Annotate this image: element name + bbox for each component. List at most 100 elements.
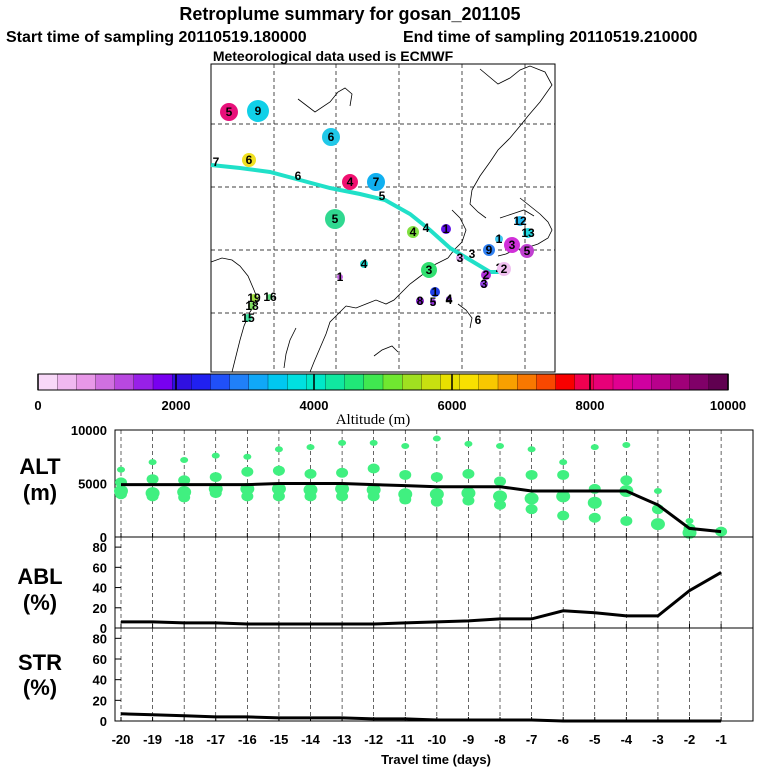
cluster-marker-label: 19 [247, 291, 261, 305]
cluster-marker [342, 174, 358, 190]
altitude-cluster-point [590, 444, 599, 451]
altitude-cluster-point [241, 466, 254, 477]
panel-frame [114, 627, 754, 722]
cluster-marker [446, 296, 452, 302]
cluster-marker-label: 4 [446, 293, 453, 307]
panel-frame [114, 536, 754, 629]
altitude-cluster-point [556, 490, 571, 503]
cluster-marker [497, 262, 511, 276]
colorbar-cell [708, 373, 729, 391]
colorbar-cell [248, 373, 269, 391]
track-day-label: 6 [295, 169, 302, 183]
colorbar-tick-label: 2000 [162, 398, 191, 413]
cluster-marker [504, 237, 520, 253]
altitude-cluster-point [399, 469, 412, 480]
altitude-cluster-point [336, 467, 349, 478]
cluster-marker [430, 299, 436, 305]
y-tick-label: 20 [93, 693, 107, 708]
x-tick-label: -7 [526, 732, 538, 747]
altitude-cluster-point [274, 446, 283, 453]
panel-label: STR [18, 650, 62, 675]
cluster-marker [267, 294, 273, 300]
altitude-cluster-point [271, 482, 286, 495]
start-time-label: Start time of sampling 20110519.180000 [6, 29, 307, 46]
colorbar-label: Altitude (m) [336, 412, 411, 428]
y-tick-label: 5000 [78, 477, 107, 492]
altitude-cluster-point [401, 443, 410, 450]
colorbar-cell [152, 373, 173, 391]
colorbar-cell [133, 373, 154, 391]
altitude-cluster-point [461, 487, 476, 500]
altitude-cluster-point [241, 491, 254, 502]
colorbar-cell [421, 373, 442, 391]
cluster-marker [250, 294, 258, 302]
colorbar-cell [459, 373, 480, 391]
x-axis-label: Travel time (days) [381, 752, 491, 767]
cluster-marker [483, 244, 495, 256]
altitude-cluster-point [715, 526, 728, 537]
colorbar-cell [325, 373, 346, 391]
altitude-cluster-point [304, 491, 317, 502]
altitude-cluster-point [525, 504, 538, 515]
altitude-cluster-point [685, 517, 694, 524]
colorbar-cell [306, 373, 327, 391]
x-tick-label: -5 [589, 732, 601, 747]
x-tick-label: -6 [557, 732, 569, 747]
colorbar-cell [229, 373, 250, 391]
altitude-cluster-point [369, 439, 378, 446]
altitude-cluster-point [432, 435, 441, 442]
x-tick-label: -1 [715, 732, 727, 747]
altitude-cluster-point [620, 515, 633, 526]
y-tick-label: 20 [93, 601, 107, 616]
altitude-cluster-point [430, 472, 443, 483]
cluster-marker-label: 4 [446, 292, 453, 306]
str-fraction-line [120, 712, 722, 723]
altitude-cluster-point [494, 476, 507, 487]
colorbar-cells [37, 373, 729, 391]
plume-track-line [210, 163, 500, 274]
cluster-marker-label: 4 [361, 257, 368, 271]
colorbar-tick-label: 4000 [300, 398, 329, 413]
cluster-marker-label: 2 [501, 262, 508, 276]
cluster-marker [242, 153, 256, 167]
x-tick-label: -4 [621, 732, 633, 747]
x-tick-label: -10 [427, 732, 446, 747]
altitude-cluster-point [336, 491, 349, 502]
cluster-marker-label: 5 [430, 295, 437, 309]
y-tick-label: 0 [100, 621, 107, 636]
panel-unit-label: (m) [23, 480, 57, 505]
colorbar-cell [76, 373, 97, 391]
cluster-marker [520, 244, 534, 258]
colorbar-cell [593, 373, 614, 391]
altitude-cluster-point [430, 496, 443, 507]
colorbar-cell [517, 373, 537, 391]
y-tick-label: 80 [93, 540, 107, 555]
x-tick-label: -16 [238, 732, 257, 747]
altitude-cluster-point [178, 492, 191, 503]
colorbar-cell [191, 373, 212, 391]
cluster-marker-label: 5 [226, 105, 233, 119]
cluster-marker-label: 5 [524, 244, 531, 258]
cluster-marker-label: 12 [513, 214, 527, 228]
cluster-marker [421, 262, 437, 278]
cluster-marker-label: 5 [332, 212, 339, 226]
colorbar-cell [95, 373, 116, 391]
cluster-marker-label: 3 [426, 263, 433, 277]
x-tick-label: -18 [175, 732, 194, 747]
cluster-marker-label: 1 [337, 270, 344, 284]
altitude-cluster-point [367, 491, 380, 502]
y-tick-label: 10000 [71, 423, 107, 438]
cluster-marker-label: 8 [417, 294, 424, 308]
altitude-cluster-point [243, 453, 252, 460]
altitude-cluster-point [209, 488, 222, 499]
colorbar-cell [440, 373, 461, 391]
panel-abl: ABL(%) 80 60 40 20 0 [17, 536, 754, 636]
cluster-marker [325, 209, 345, 229]
cluster-marker [337, 274, 343, 280]
altitude-cluster-point [399, 494, 412, 505]
colorbar-cell [670, 373, 691, 391]
x-tick-label: -9 [463, 732, 475, 747]
y-tick-label: 0 [100, 714, 107, 729]
